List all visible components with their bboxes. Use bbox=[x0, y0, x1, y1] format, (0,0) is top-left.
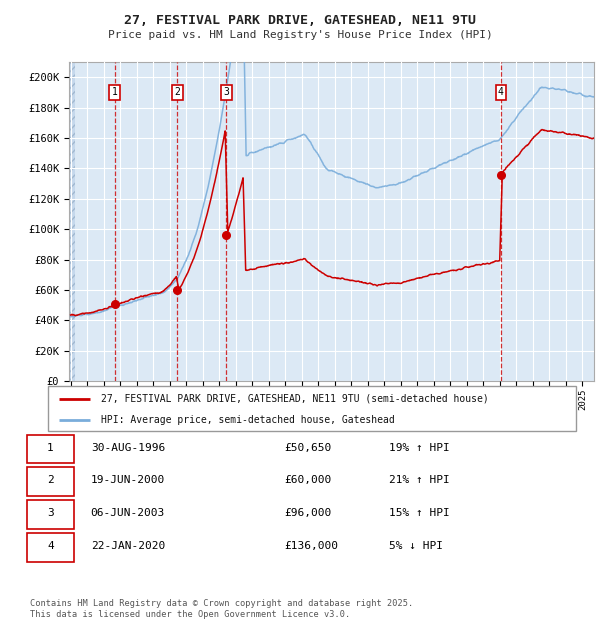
Text: 1: 1 bbox=[47, 443, 54, 453]
Text: 3: 3 bbox=[47, 508, 54, 518]
Text: 4: 4 bbox=[47, 541, 54, 551]
FancyBboxPatch shape bbox=[27, 435, 74, 463]
Text: 1: 1 bbox=[112, 87, 118, 97]
Text: 2: 2 bbox=[47, 476, 54, 485]
Text: HPI: Average price, semi-detached house, Gateshead: HPI: Average price, semi-detached house,… bbox=[101, 415, 395, 425]
Text: 27, FESTIVAL PARK DRIVE, GATESHEAD, NE11 9TU: 27, FESTIVAL PARK DRIVE, GATESHEAD, NE11… bbox=[124, 14, 476, 27]
Text: 15% ↑ HPI: 15% ↑ HPI bbox=[389, 508, 449, 518]
Bar bbox=[69, 62, 75, 381]
Text: 3: 3 bbox=[223, 87, 229, 97]
Text: £136,000: £136,000 bbox=[284, 541, 338, 551]
FancyBboxPatch shape bbox=[27, 500, 74, 529]
FancyBboxPatch shape bbox=[27, 533, 74, 562]
Text: 22-JAN-2020: 22-JAN-2020 bbox=[91, 541, 165, 551]
Text: Contains HM Land Registry data © Crown copyright and database right 2025.
This d: Contains HM Land Registry data © Crown c… bbox=[30, 600, 413, 619]
Text: £96,000: £96,000 bbox=[284, 508, 331, 518]
Text: 30-AUG-1996: 30-AUG-1996 bbox=[91, 443, 165, 453]
FancyBboxPatch shape bbox=[48, 386, 576, 431]
Text: £50,650: £50,650 bbox=[284, 443, 331, 453]
Text: 19% ↑ HPI: 19% ↑ HPI bbox=[389, 443, 449, 453]
Text: £60,000: £60,000 bbox=[284, 476, 331, 485]
Text: 5% ↓ HPI: 5% ↓ HPI bbox=[389, 541, 443, 551]
Text: 4: 4 bbox=[498, 87, 504, 97]
Text: 2: 2 bbox=[175, 87, 180, 97]
Text: Price paid vs. HM Land Registry's House Price Index (HPI): Price paid vs. HM Land Registry's House … bbox=[107, 30, 493, 40]
Text: 27, FESTIVAL PARK DRIVE, GATESHEAD, NE11 9TU (semi-detached house): 27, FESTIVAL PARK DRIVE, GATESHEAD, NE11… bbox=[101, 394, 488, 404]
FancyBboxPatch shape bbox=[27, 467, 74, 496]
Bar bbox=[69, 62, 75, 381]
Text: 06-JUN-2003: 06-JUN-2003 bbox=[91, 508, 165, 518]
Text: 19-JUN-2000: 19-JUN-2000 bbox=[91, 476, 165, 485]
Text: 21% ↑ HPI: 21% ↑ HPI bbox=[389, 476, 449, 485]
